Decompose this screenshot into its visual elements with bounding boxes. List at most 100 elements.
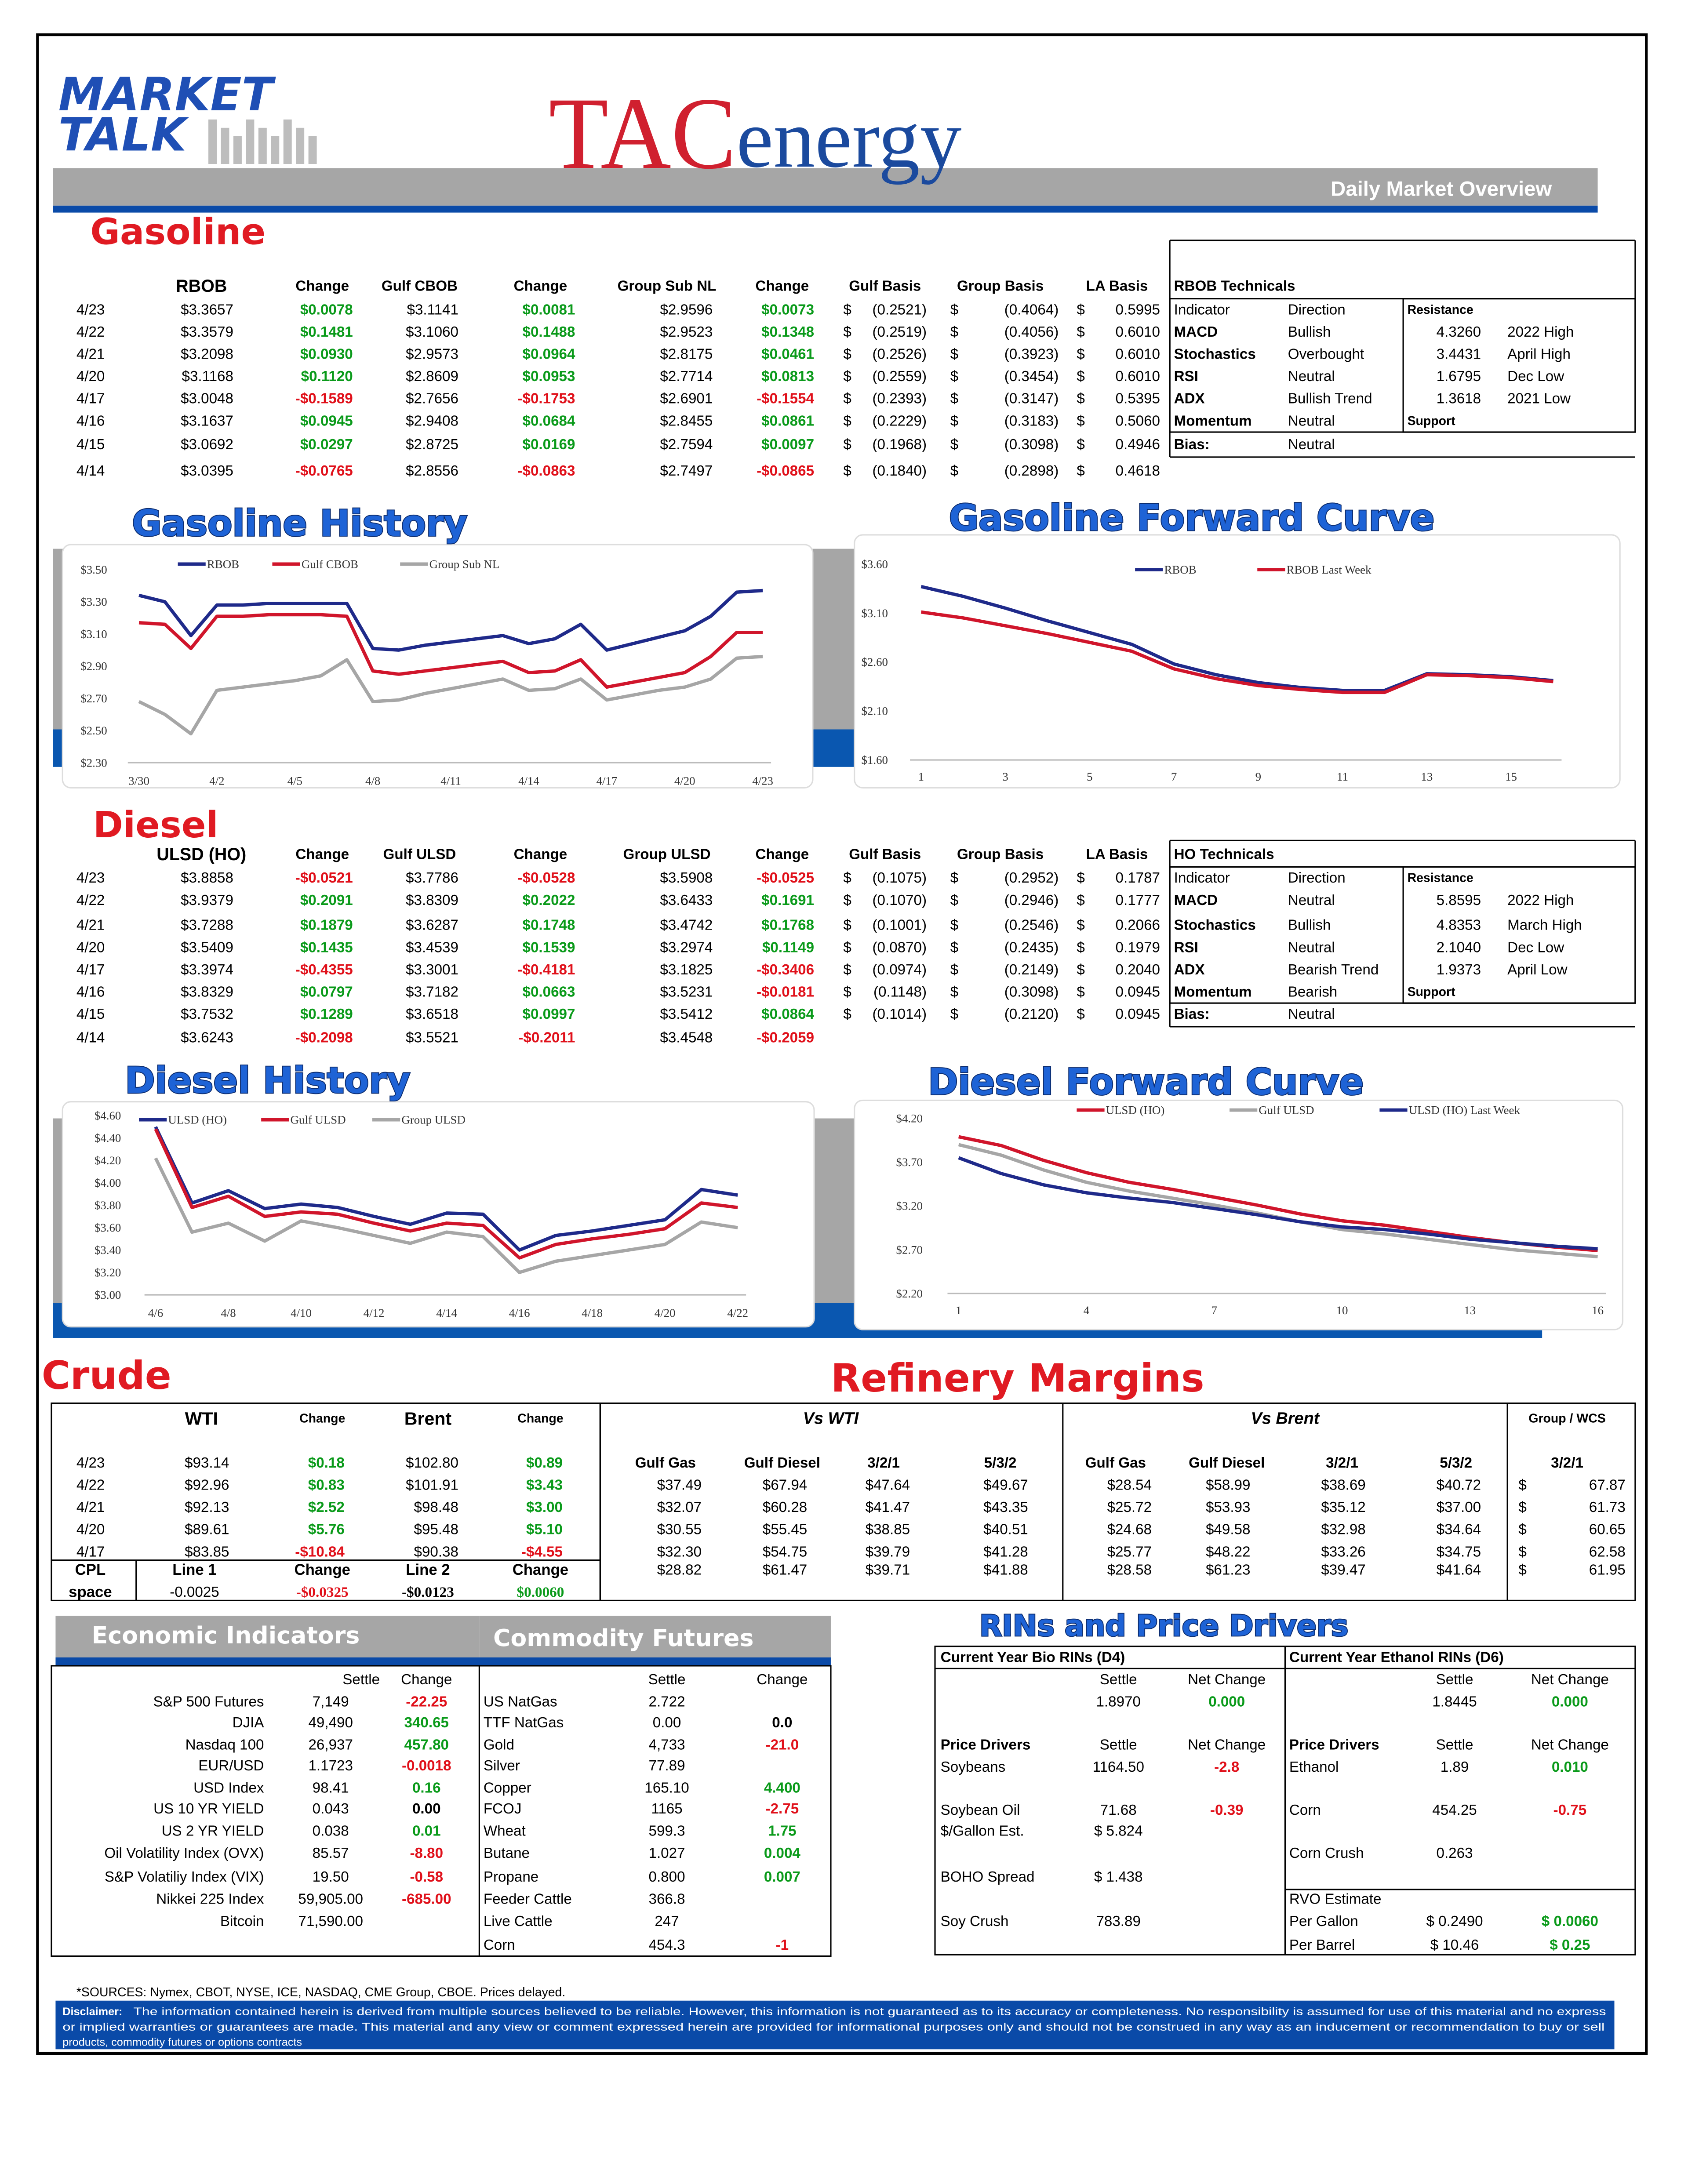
chart-title: Gasoline History [132, 503, 467, 545]
cell: $ [1077, 324, 1084, 340]
cell: 2022 High [1507, 324, 1574, 340]
cell: 0.00 [412, 1801, 441, 1817]
cell: $ [1077, 962, 1084, 978]
section-title: Diesel [93, 804, 218, 846]
cell: USD Index [193, 1780, 264, 1796]
y-tick-label: $4.20 [896, 1112, 923, 1125]
cell: $ [1077, 1006, 1084, 1022]
cell: 2.1040 [1437, 939, 1481, 956]
column-header: Change [517, 1411, 563, 1425]
legend-label: ULSD (HO) [168, 1113, 227, 1127]
cell: $0.0097 [761, 436, 814, 453]
cell: $101.91 [406, 1477, 458, 1494]
disclaimer-text: The information contained herein is deri… [133, 2006, 1606, 2018]
y-tick-label: $3.50 [80, 563, 107, 576]
cell: Corn Crush [1289, 1845, 1364, 1861]
cell: $2.9523 [660, 324, 713, 340]
cell: $0.89 [526, 1455, 563, 1471]
cell: 1.75 [768, 1823, 797, 1839]
cell: $40.51 [983, 1522, 1028, 1538]
panel-title: Current Year Ethanol RINs (D6) [1289, 1650, 1504, 1666]
cell: $0.83 [308, 1477, 345, 1494]
resistance-box [1402, 298, 1636, 433]
cell: MACD [1174, 892, 1218, 908]
cell: Stochastics [1174, 346, 1256, 363]
cell: $95.48 [414, 1522, 458, 1538]
cell: Settle [1436, 1672, 1473, 1688]
y-tick-label: $2.70 [896, 1243, 923, 1256]
cell: Soy Crush [941, 1913, 1009, 1930]
cell: 0.2066 [1116, 917, 1160, 934]
cell: $102.80 [406, 1455, 458, 1471]
cell: (0.4056) [1004, 324, 1059, 340]
cell: $ [950, 917, 958, 934]
cell: -$0.0181 [757, 984, 814, 1000]
cell: Bitcoin [220, 1913, 264, 1930]
cell: 1.8445 [1432, 1694, 1477, 1710]
cell: $47.64 [866, 1477, 910, 1494]
cell: $ [843, 413, 851, 429]
cell: Net Change [1188, 1672, 1266, 1688]
cell: RVO Estimate [1289, 1891, 1382, 1908]
cell: $ 10.46 [1430, 1937, 1479, 1953]
cell: $ [1518, 1499, 1526, 1515]
x-tick-label: 7 [1171, 770, 1177, 783]
cell: S&P 500 Futures [153, 1694, 264, 1710]
econ-banner [55, 1616, 480, 1658]
cell: $3.43 [526, 1477, 563, 1494]
legend-label: RBOB [207, 557, 239, 571]
cell: -21.0 [766, 1737, 799, 1753]
cell: RSI [1174, 368, 1198, 385]
column-header: 5/3/2 [1440, 1455, 1472, 1471]
disclaimer-box [55, 2000, 1615, 2050]
cell: 4/17 [76, 1544, 105, 1560]
cell: $ [950, 391, 958, 407]
cell: 4.400 [764, 1780, 800, 1796]
cell: Bullish [1288, 917, 1331, 934]
cell: Bullish [1288, 324, 1331, 340]
cell: $39.47 [1321, 1562, 1365, 1578]
cell: FCOJ [484, 1801, 522, 1817]
cell: $3.5231 [660, 984, 713, 1000]
cell: $0.2091 [300, 892, 353, 908]
cell: -2.75 [766, 1801, 799, 1817]
cell: $2.8725 [406, 436, 458, 453]
cell: -$0.0525 [757, 870, 814, 886]
cell: $3.6287 [406, 917, 458, 934]
cell: Oil Volatility Index (OVX) [104, 1845, 264, 1861]
cell: Feeder Cattle [484, 1891, 572, 1908]
header-subtitle: Daily Market Overview [1331, 177, 1552, 200]
cell: $3.1825 [660, 962, 713, 978]
header-banner [53, 168, 1598, 206]
cell: $0.0461 [761, 346, 814, 363]
cell: 0.5060 [1116, 413, 1160, 429]
cell: Bearish Trend [1288, 962, 1379, 978]
cell: Corn [1289, 1802, 1321, 1818]
cell: (0.3454) [1004, 368, 1059, 385]
cell: $3.8329 [181, 984, 233, 1000]
cell: -$0.2059 [757, 1030, 814, 1046]
x-tick-label: 4/11 [440, 774, 461, 787]
column-header: WTI [185, 1408, 218, 1428]
column-header: Group Sub NL [618, 278, 717, 294]
logo-text: MARKET [58, 68, 276, 121]
cell: 4.8353 [1437, 917, 1481, 934]
cell: (0.3098) [1004, 984, 1059, 1000]
cell: $3.0692 [181, 436, 233, 453]
column-header: Change [295, 846, 349, 862]
cell: April High [1507, 346, 1571, 363]
column-header: Gulf Diesel [1189, 1455, 1265, 1471]
cell: $3.5409 [181, 939, 233, 956]
series-line [154, 1157, 738, 1274]
cell: $92.13 [185, 1499, 229, 1515]
cell: $2.9573 [406, 346, 458, 363]
cell: 0.5995 [1116, 302, 1160, 318]
cell: Neutral [1288, 368, 1335, 385]
cell: $32.07 [657, 1499, 702, 1515]
cell: 7,149 [313, 1694, 349, 1710]
cell: Change [295, 1562, 350, 1578]
cell: 0.0 [772, 1715, 792, 1731]
cell: Line 2 [406, 1562, 450, 1578]
cell: $ [950, 324, 958, 340]
